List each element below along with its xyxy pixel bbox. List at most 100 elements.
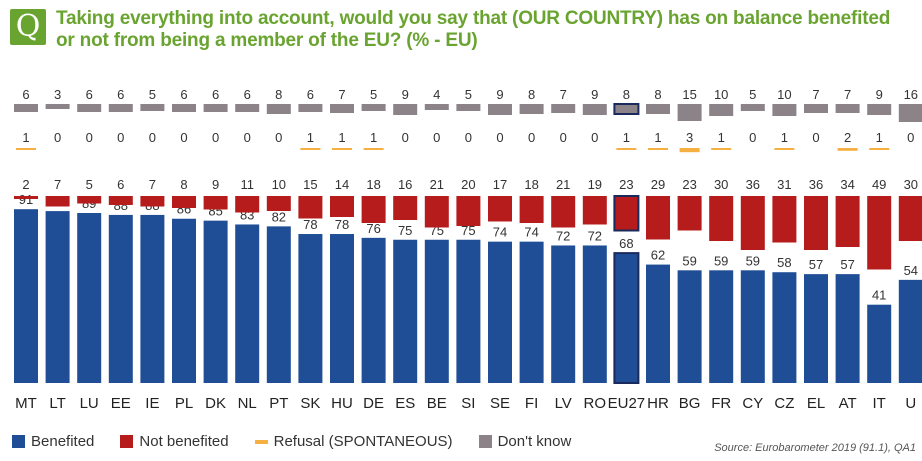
bar-not-benefited-cy [740, 196, 765, 250]
label-dont-know-u: 16 [904, 87, 918, 102]
category-label-bg: BG [679, 395, 701, 412]
label-benefited-u: 54 [904, 263, 918, 278]
label-refusal-it: 1 [876, 130, 883, 145]
legend-label-refusal: Refusal (SPONTANEOUS) [273, 432, 453, 450]
bar-dont-know-at [835, 104, 860, 113]
label-not-benefited-at: 34 [840, 177, 854, 192]
label-benefited-se: 74 [493, 225, 507, 240]
label-benefited-cy: 59 [746, 253, 760, 268]
bar-benefited-se [488, 241, 512, 383]
label-refusal-ro: 0 [591, 130, 598, 145]
label-refusal-lu: 0 [86, 130, 93, 145]
bar-benefited-pl [172, 218, 196, 383]
label-dont-know-lv: 7 [560, 87, 567, 102]
label-refusal-u: 0 [907, 130, 914, 145]
label-refusal-se: 0 [496, 130, 503, 145]
bar-benefited-ro [582, 245, 607, 383]
bar-dont-know-de [361, 104, 386, 111]
label-not-benefited-pl: 8 [180, 177, 187, 192]
label-not-benefited-si: 20 [461, 177, 475, 192]
bar-benefited-hu [330, 234, 354, 383]
legend-item-dont-know: Don't know [478, 433, 571, 450]
label-benefited-es: 75 [398, 223, 412, 238]
category-label-mt: MT [15, 395, 37, 412]
label-not-benefited-bg: 23 [682, 177, 696, 192]
label-dont-know-el: 7 [812, 87, 819, 102]
label-dont-know-de: 5 [370, 87, 377, 102]
bar-dont-know-cz [772, 104, 797, 116]
label-not-benefited-lu: 5 [86, 177, 93, 192]
category-label-es: ES [395, 395, 415, 412]
bar-not-benefited-se [488, 196, 512, 222]
bar-dont-know-ee [108, 104, 133, 112]
bar-dont-know-it [867, 104, 892, 115]
category-label-ie: IE [145, 395, 159, 412]
label-benefited-hu: 78 [335, 217, 349, 232]
label-not-benefited-hr: 29 [651, 177, 665, 192]
bar-benefited-lv [551, 245, 576, 383]
bar-dont-know-fi [519, 104, 544, 114]
bar-not-benefited-dk [203, 196, 228, 210]
label-benefited-si: 75 [461, 223, 475, 238]
source-note: Source: Eurobarometer 2019 (91.1), QA1 [714, 442, 916, 454]
label-benefited-pt: 82 [272, 209, 286, 224]
label-refusal-lt: 0 [54, 130, 61, 145]
label-not-benefited-lv: 21 [556, 177, 570, 192]
legend-swatch-dont-know [478, 434, 492, 448]
label-refusal-be: 0 [433, 130, 440, 145]
label-dont-know-at: 7 [844, 87, 851, 102]
category-label-at: AT [839, 395, 857, 412]
label-not-benefited-cy: 36 [746, 177, 760, 192]
category-label-nl: NL [238, 395, 257, 412]
label-not-benefited-ie: 7 [149, 177, 156, 192]
label-refusal-es: 0 [402, 130, 409, 145]
bar-dont-know-nl [235, 104, 260, 112]
bar-not-benefited-ie [140, 196, 165, 207]
legend-item-benefited: Benefited [12, 433, 94, 450]
bar-not-benefited-be [424, 196, 449, 228]
bar-not-benefited-fi [519, 196, 544, 223]
category-label-sk: SK [300, 395, 320, 412]
category-label-lu: LU [80, 395, 99, 412]
bar-refusal-mt [16, 148, 36, 150]
label-dont-know-nl: 6 [244, 87, 251, 102]
legend-swatch-not-benefited [120, 434, 134, 448]
category-label-lv: LV [555, 395, 572, 412]
label-dont-know-lu: 6 [86, 87, 93, 102]
category-label-u: U [905, 395, 916, 412]
bar-benefited-sk [298, 234, 323, 383]
label-refusal-de: 1 [370, 130, 377, 145]
bar-benefited-mt [14, 209, 38, 383]
chart-title-line-1: Taking everything into account, would yo… [56, 8, 891, 29]
label-benefited-lv: 72 [556, 228, 570, 243]
bar-benefited-eu27 [613, 252, 640, 384]
bar-benefited-ee [108, 214, 133, 383]
bar-dont-know-pl [172, 104, 196, 112]
label-dont-know-sk: 6 [307, 87, 314, 102]
label-refusal-cz: 1 [781, 130, 788, 145]
category-label-fi: FI [525, 395, 538, 412]
bar-not-benefited-hu [330, 196, 354, 217]
category-label-dk: DK [205, 395, 226, 412]
bar-benefited-si [456, 239, 481, 383]
label-not-benefited-ro: 19 [588, 177, 602, 192]
bar-not-benefited-it [867, 196, 892, 270]
bar-dont-know-hr [646, 104, 670, 114]
bar-benefited-de [361, 237, 386, 383]
bar-dont-know-se [488, 104, 512, 115]
bar-refusal-cz [774, 148, 795, 150]
label-dont-know-be: 4 [433, 87, 440, 102]
bar-refusal-it [869, 148, 890, 150]
category-label-be: BE [427, 395, 447, 412]
bar-dont-know-mt [14, 104, 38, 112]
label-not-benefited-be: 21 [430, 177, 444, 192]
bar-dont-know-be [424, 104, 449, 110]
bar-benefited-ie [140, 214, 165, 383]
bar-not-benefited-cz [772, 196, 797, 243]
category-label-se: SE [490, 395, 510, 412]
label-benefited-mt: 91 [19, 192, 33, 207]
label-benefited-cz: 58 [777, 255, 791, 270]
label-refusal-el: 0 [812, 130, 819, 145]
bar-benefited-fr [709, 270, 734, 383]
legend-swatch-benefited [12, 434, 25, 448]
